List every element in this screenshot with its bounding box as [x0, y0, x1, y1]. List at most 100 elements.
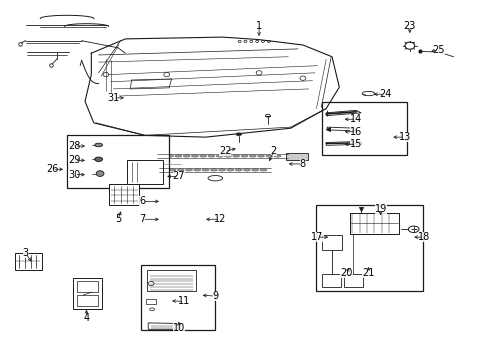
Bar [147, 270, 196, 292]
Ellipse shape [249, 40, 252, 42]
Polygon shape [325, 111, 361, 116]
Ellipse shape [216, 155, 223, 157]
Ellipse shape [238, 40, 241, 42]
Ellipse shape [236, 133, 241, 136]
Ellipse shape [224, 155, 231, 157]
Ellipse shape [299, 76, 305, 80]
Text: 29: 29 [68, 156, 81, 165]
Ellipse shape [207, 155, 214, 157]
Ellipse shape [235, 169, 242, 171]
Text: 7: 7 [139, 214, 145, 224]
Text: 14: 14 [349, 114, 362, 124]
Polygon shape [326, 127, 356, 131]
Ellipse shape [191, 155, 198, 157]
Ellipse shape [166, 155, 173, 157]
Bar [77, 282, 98, 292]
Ellipse shape [158, 155, 165, 157]
Ellipse shape [256, 71, 262, 75]
Ellipse shape [149, 308, 154, 311]
Ellipse shape [175, 155, 182, 157]
Bar [322, 102, 407, 155]
Text: 16: 16 [349, 127, 362, 137]
Bar [350, 213, 398, 234]
Text: 30: 30 [68, 170, 81, 180]
Ellipse shape [194, 169, 201, 171]
Text: 10: 10 [172, 323, 184, 333]
Ellipse shape [265, 114, 270, 117]
Ellipse shape [163, 72, 169, 77]
Bar [141, 265, 215, 330]
Text: 4: 4 [83, 312, 89, 323]
Ellipse shape [249, 155, 256, 157]
Bar [316, 205, 423, 292]
Text: 25: 25 [432, 45, 445, 55]
Ellipse shape [161, 169, 167, 171]
Text: 23: 23 [403, 21, 415, 31]
Ellipse shape [244, 40, 246, 42]
Bar [146, 299, 156, 304]
Polygon shape [325, 141, 362, 145]
Text: 26: 26 [46, 164, 59, 174]
Ellipse shape [202, 169, 208, 171]
Text: 13: 13 [398, 132, 410, 142]
Text: 28: 28 [68, 141, 81, 151]
Ellipse shape [267, 40, 270, 42]
Ellipse shape [251, 169, 258, 171]
Bar [109, 184, 139, 205]
Bar [285, 153, 307, 160]
Text: 17: 17 [310, 232, 323, 242]
Ellipse shape [226, 169, 233, 171]
Ellipse shape [243, 169, 250, 171]
Text: 18: 18 [417, 232, 429, 242]
Polygon shape [148, 323, 183, 329]
Ellipse shape [210, 169, 217, 171]
Bar [322, 235, 341, 249]
Text: 11: 11 [177, 296, 189, 306]
Ellipse shape [96, 171, 104, 176]
Text: 8: 8 [299, 159, 305, 169]
Text: 9: 9 [212, 291, 218, 301]
Text: 27: 27 [172, 171, 185, 181]
Ellipse shape [183, 155, 190, 157]
Ellipse shape [260, 169, 266, 171]
Text: 3: 3 [22, 248, 29, 258]
Ellipse shape [177, 169, 184, 171]
Ellipse shape [241, 155, 247, 157]
Ellipse shape [218, 169, 225, 171]
Text: 19: 19 [374, 203, 386, 213]
Text: 5: 5 [115, 214, 121, 224]
Text: 20: 20 [340, 268, 352, 278]
Text: 21: 21 [362, 268, 374, 278]
Text: 1: 1 [256, 21, 262, 31]
Ellipse shape [148, 282, 154, 286]
Bar [126, 160, 163, 184]
Ellipse shape [185, 169, 192, 171]
Ellipse shape [95, 157, 102, 161]
Ellipse shape [232, 155, 239, 157]
Ellipse shape [261, 40, 264, 42]
Ellipse shape [95, 143, 102, 147]
Bar [77, 295, 98, 306]
Ellipse shape [103, 72, 109, 77]
Ellipse shape [404, 42, 414, 49]
Ellipse shape [257, 155, 264, 157]
Bar [66, 135, 168, 188]
Bar [15, 253, 41, 270]
Text: 15: 15 [349, 139, 362, 149]
Ellipse shape [207, 176, 222, 181]
Text: 6: 6 [139, 197, 145, 206]
Ellipse shape [255, 40, 258, 42]
Ellipse shape [274, 155, 281, 157]
Ellipse shape [169, 169, 176, 171]
Text: 31: 31 [107, 93, 119, 103]
Bar [344, 274, 362, 287]
Ellipse shape [362, 91, 374, 96]
Text: 24: 24 [379, 89, 391, 99]
Bar [322, 274, 340, 287]
Ellipse shape [265, 155, 272, 157]
Text: 22: 22 [218, 147, 231, 157]
Bar [73, 278, 102, 309]
Ellipse shape [407, 226, 418, 233]
Ellipse shape [200, 155, 206, 157]
Text: 12: 12 [214, 214, 226, 224]
